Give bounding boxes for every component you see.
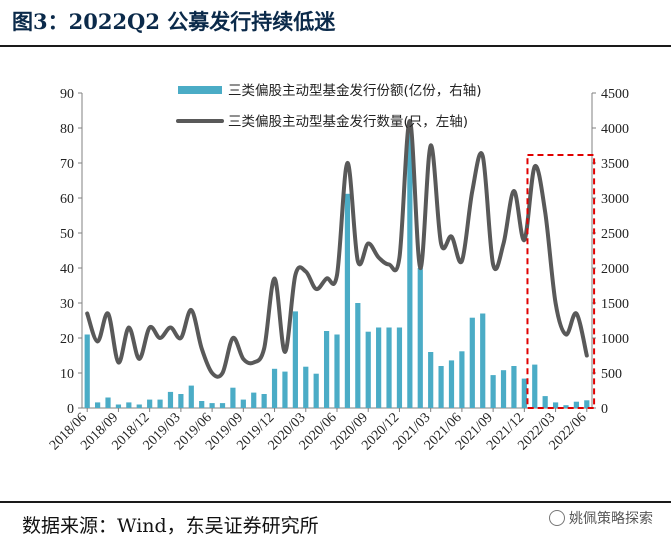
bar: [365, 331, 371, 408]
chart-title: 图3：2022Q2 公募发行持续低迷: [12, 9, 336, 34]
bar: [282, 371, 288, 408]
bar: [417, 268, 423, 408]
bar: [334, 334, 340, 408]
bar: [428, 352, 434, 408]
bar-series: [84, 122, 590, 409]
left-tick-label: 0: [67, 402, 74, 417]
bar: [407, 122, 413, 409]
bar: [552, 402, 559, 408]
bar: [147, 399, 153, 408]
right-tick-label: 2000: [601, 262, 629, 277]
legend-bar-swatch: [178, 86, 222, 94]
bar: [209, 403, 215, 408]
bar: [500, 370, 507, 408]
bar: [521, 378, 527, 408]
source-note: 数据来源：Wind，东吴证券研究所: [22, 515, 319, 537]
bar: [136, 404, 142, 408]
bar: [511, 366, 517, 408]
highlight-box: [526, 154, 596, 409]
right-tick-label: 2500: [601, 227, 629, 242]
watermark-text: 姚佩策略探索: [569, 511, 653, 527]
left-tick-label: 40: [60, 262, 74, 277]
bar: [542, 396, 548, 408]
bar: [386, 327, 392, 408]
left-tick-label: 30: [60, 297, 74, 312]
bar: [251, 392, 257, 408]
left-tick-label: 50: [60, 227, 74, 242]
bar: [219, 403, 226, 408]
bar: [344, 193, 351, 408]
bar: [105, 397, 111, 408]
right-tick-label: 4500: [601, 87, 629, 102]
bar: [303, 366, 309, 408]
left-tick-label: 60: [60, 192, 74, 207]
bar: [376, 327, 382, 408]
left-tick-label: 10: [60, 367, 74, 382]
bar: [396, 327, 403, 408]
bar: [459, 351, 465, 408]
bar: [188, 385, 194, 408]
bar: [271, 368, 278, 408]
top-rule: [0, 45, 671, 47]
watermark: 姚佩策略探索: [549, 508, 653, 528]
bar: [532, 364, 538, 408]
left-tick-label: 70: [60, 157, 74, 172]
bar: [563, 405, 569, 408]
left-tick-label: 80: [60, 122, 74, 137]
left-tick-label: 90: [60, 87, 74, 102]
right-tick-label: 3000: [601, 192, 629, 207]
bar: [240, 399, 246, 408]
bar: [573, 401, 579, 408]
bar: [584, 400, 590, 408]
bar: [167, 391, 174, 408]
bar: [292, 311, 298, 408]
bar: [84, 334, 90, 408]
bar: [115, 404, 122, 408]
right-tick-label: 0: [601, 402, 608, 417]
right-tick-label: 1500: [601, 297, 629, 312]
right-tick-label: 3500: [601, 157, 629, 172]
legend-bar-label: 三类偏股主动型基金发行份额(亿份，右轴): [228, 82, 482, 99]
bar: [448, 360, 455, 408]
right-tick-label: 1000: [601, 332, 629, 347]
legend-line-label: 三类偏股主动型基金发行数量(只，左轴): [228, 113, 468, 130]
line-series: [85, 118, 589, 379]
bar: [95, 402, 101, 408]
bar: [199, 401, 205, 408]
bar: [323, 331, 330, 408]
bar: [469, 317, 475, 408]
left-tick-label: 20: [60, 332, 74, 347]
bar: [355, 303, 361, 408]
bar: [480, 313, 486, 408]
bar: [261, 394, 267, 408]
legend: 三类偏股主动型基金发行份额(亿份，右轴) 三类偏股主动型基金发行数量(只，左轴): [176, 82, 482, 130]
bar: [438, 366, 444, 408]
bar: [157, 399, 163, 408]
right-tick-label: 500: [601, 367, 622, 382]
right-tick-label: 4000: [601, 122, 629, 137]
bar: [490, 375, 496, 408]
wechat-icon: [549, 510, 565, 526]
bar: [313, 373, 319, 408]
bar: [178, 394, 184, 408]
bottom-rule: [0, 501, 671, 503]
bar: [230, 387, 236, 408]
bar: [126, 402, 132, 408]
